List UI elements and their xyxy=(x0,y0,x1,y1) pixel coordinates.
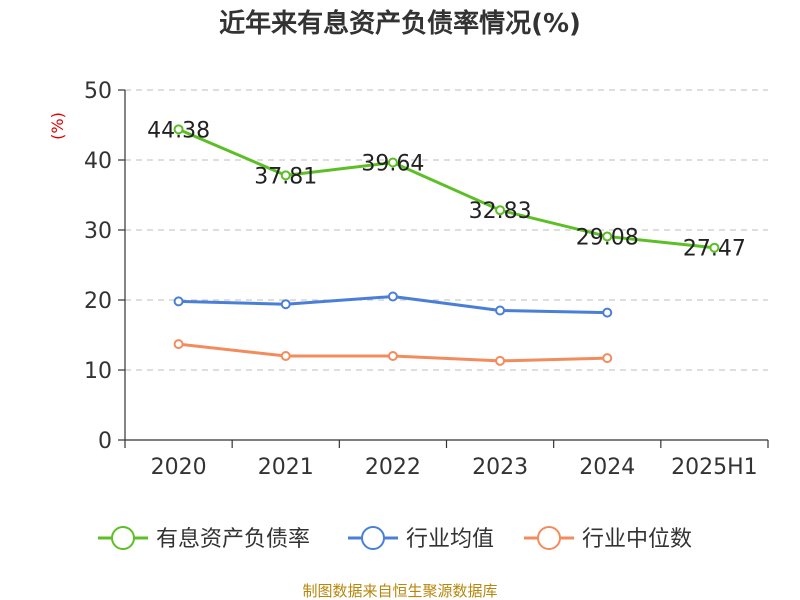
legend-label-有息资产负债率: 有息资产负债率 xyxy=(156,527,310,552)
legend-marker-行业中位数 xyxy=(537,526,561,550)
data-label-2022: 39.64 xyxy=(361,152,424,177)
y-tick-label-30: 30 xyxy=(84,219,112,244)
axes: 0 10 20 30 40 50 2020 2021 2022 2023 2024 2025H1 xyxy=(84,79,769,480)
data-point-有息资产负债率-2021[interactable] xyxy=(280,170,291,181)
data-point-有息资产负债率-2022[interactable] xyxy=(387,157,398,168)
x-tick-label-2021: 2021 xyxy=(258,455,314,480)
series-line-有息资产负债率 xyxy=(177,127,715,250)
data-point-行业中位数-2023[interactable] xyxy=(495,355,506,366)
x-tick-label-2025H1: 2025H1 xyxy=(671,455,758,480)
legend-item-行业均值[interactable]: 行业均值 xyxy=(348,526,494,552)
series-行业中位数 xyxy=(173,339,613,366)
data-label-2021: 37.81 xyxy=(254,164,317,189)
data-label-2023: 32.83 xyxy=(469,199,532,224)
y-tick-label-50: 50 xyxy=(84,79,112,104)
source-note: 制图数据来自恒生聚源数据库 xyxy=(302,582,497,600)
x-tick-label-2020: 2020 xyxy=(151,455,207,480)
legend-label-行业均值: 行业均值 xyxy=(406,527,494,552)
legend-item-行业中位数[interactable]: 行业中位数 xyxy=(524,526,692,552)
data-point-行业中位数-2024[interactable] xyxy=(602,353,613,364)
y-tick-label-10: 10 xyxy=(84,359,112,384)
series-行业均值 xyxy=(173,291,613,318)
y-tick-label-0: 0 xyxy=(98,429,112,454)
legend-marker-有息资产负债率 xyxy=(111,526,135,550)
data-point-行业均值-2020[interactable] xyxy=(173,296,184,307)
data-point-有息资产负债率-2025H1[interactable] xyxy=(709,242,720,253)
y-tick-label-40: 40 xyxy=(84,149,112,174)
x-tick-label-2023: 2023 xyxy=(472,455,528,480)
y-axis-unit: (%) xyxy=(48,112,67,140)
data-point-行业均值-2024[interactable] xyxy=(602,307,613,318)
legend-marker-行业均值 xyxy=(361,526,385,550)
data-point-行业中位数-2020[interactable] xyxy=(173,339,184,350)
chart-title: 近年来有息资产负债率情况(%) xyxy=(219,8,581,39)
data-label-2020: 44.38 xyxy=(147,118,210,143)
data-label-2024: 29.08 xyxy=(576,225,639,250)
x-tick-label-2022: 2022 xyxy=(365,455,421,480)
data-point-行业中位数-2021[interactable] xyxy=(280,351,291,361)
grid-lines xyxy=(125,89,768,371)
data-point-行业均值-2021[interactable] xyxy=(280,299,291,310)
data-point-行业中位数-2022[interactable] xyxy=(387,351,398,361)
legend-label-行业中位数: 行业中位数 xyxy=(582,527,692,552)
y-tick-label-20: 20 xyxy=(84,289,112,314)
legend-item-有息资产负债率[interactable]: 有息资产负债率 xyxy=(98,526,310,552)
x-tick-label-2024: 2024 xyxy=(579,455,635,480)
data-point-有息资产负债率-2023[interactable] xyxy=(495,205,506,216)
data-point-有息资产负债率-2020[interactable] xyxy=(173,124,184,135)
series-有息资产负债率: 44.38 37.81 39.64 32.83 29.08 27.47 xyxy=(147,118,746,261)
data-label-2025H1: 27.47 xyxy=(683,237,746,262)
data-point-行业均值-2023[interactable] xyxy=(495,305,506,316)
legend[interactable]: 有息资产负债率 行业均值 行业中位数 xyxy=(98,526,692,552)
series-layer: 44.38 37.81 39.64 32.83 29.08 27.47 xyxy=(147,118,746,366)
data-point-有息资产负债率-2024[interactable] xyxy=(602,231,613,242)
data-point-行业均值-2022[interactable] xyxy=(387,291,398,302)
